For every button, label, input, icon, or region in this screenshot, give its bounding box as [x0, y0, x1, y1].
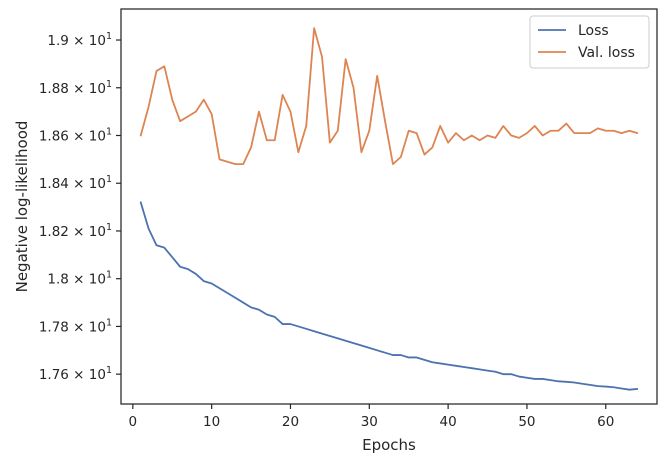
y-tick-base: × 10: [73, 272, 106, 288]
plot-area: [120, 8, 658, 405]
legend-label: Loss: [578, 23, 609, 39]
y-tick-exponent: 1: [106, 270, 112, 281]
series-layer: [139, 27, 639, 391]
y-tick-mantissa: 1.88: [39, 81, 73, 97]
x-axis-title: Epochs: [362, 436, 416, 454]
y-tick-base: × 10: [73, 128, 106, 144]
y-tick-exponent: 1: [106, 79, 112, 90]
y-tick-exponent: 1: [106, 222, 112, 233]
y-tick-label: 1.82 × 101: [39, 222, 112, 240]
y-tick-label: 1.84 × 101: [39, 174, 112, 192]
y-tick-base: × 10: [73, 176, 106, 192]
y-tick-exponent: 1: [106, 174, 112, 185]
y-tick-exponent: 1: [106, 317, 112, 328]
y-tick-mantissa: 1.9: [47, 33, 73, 49]
legend-box: [529, 15, 650, 69]
y-tick-label: 1.86 × 101: [39, 126, 112, 144]
x-tick-label: 40: [440, 414, 457, 430]
y-tick-base: × 10: [73, 33, 106, 49]
x-tick-label: 0: [129, 414, 138, 430]
y-axis-title: Negative log-likelihood: [13, 121, 31, 293]
legend: Loss Val. loss: [529, 15, 650, 69]
y-tick-mantissa: 1.86: [39, 128, 73, 144]
x-tick-label: 30: [361, 414, 378, 430]
y-tick-mantissa: 1.8: [47, 272, 73, 288]
y-tick-mantissa: 1.82: [39, 224, 73, 240]
series-line-0: [139, 201, 639, 391]
y-tick-mantissa: 1.78: [39, 319, 73, 335]
y-tick-label: 1.9 × 101: [47, 31, 112, 49]
y-tick-base: × 10: [73, 81, 106, 97]
y-tick-base: × 10: [73, 367, 106, 383]
y-tick-exponent: 1: [106, 126, 112, 137]
x-tick-label: 10: [203, 414, 220, 430]
y-tick-label: 1.8 × 101: [47, 270, 112, 288]
x-axis: 0 10 20 30 40 50 60: [129, 404, 614, 430]
y-tick-mantissa: 1.84: [39, 176, 73, 192]
axes-frame: [120, 8, 658, 405]
x-tick-label: 50: [518, 414, 535, 430]
y-tick-label: 1.78 × 101: [39, 317, 112, 335]
x-tick-label: 20: [282, 414, 299, 430]
y-tick-label: 1.76 × 101: [39, 365, 112, 383]
x-tick-label: 60: [597, 414, 614, 430]
y-tick-base: × 10: [73, 224, 106, 240]
y-tick-exponent: 1: [106, 365, 112, 376]
y-tick-mantissa: 1.76: [39, 367, 73, 383]
y-tick-exponent: 1: [106, 31, 112, 42]
y-tick-base: × 10: [73, 319, 106, 335]
y-tick-label: 1.88 × 101: [39, 79, 112, 97]
legend-label: Val. loss: [578, 45, 635, 61]
series-line-1: [139, 27, 639, 166]
